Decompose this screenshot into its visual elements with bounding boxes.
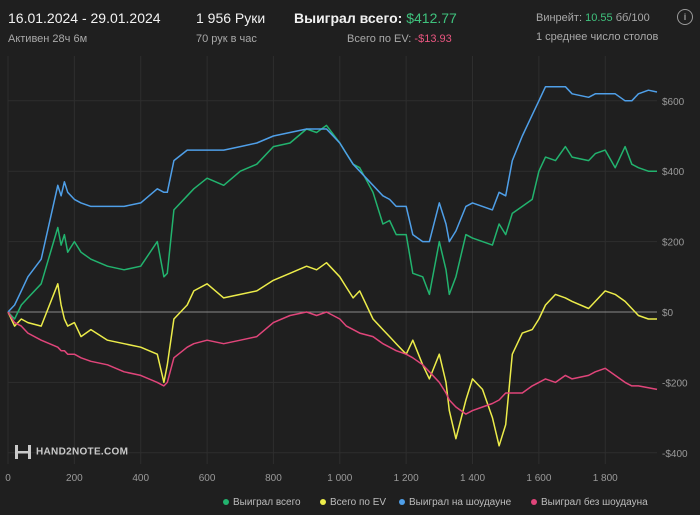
y-tick-label: $200 [662, 238, 685, 249]
hand2note-logo: HAND2NOTE.COM [14, 444, 128, 460]
x-tick-label: 1 000 [327, 473, 352, 484]
info-icon[interactable]: i [677, 9, 693, 25]
logo-text: HAND2NOTE.COM [36, 446, 129, 458]
series-line-showdown [7, 85, 658, 313]
legend-item-won-total[interactable]: Выиграл всего [223, 497, 301, 508]
y-tick-label: $600 [662, 97, 685, 108]
legend-dot [320, 499, 326, 506]
x-tick-label: 0 [5, 473, 11, 484]
winrate-label: Винрейт: [536, 12, 583, 24]
x-tick-label: 400 [132, 473, 149, 484]
x-tick-label: 1 400 [460, 473, 485, 484]
won-total-value: $412.77 [406, 10, 457, 26]
winrate-unit: бб/100 [615, 12, 650, 24]
ev-value: -$13.93 [414, 33, 452, 45]
summary-header: 16.01.2024 - 29.01.2024 Активен 28ч 6м 1… [0, 0, 700, 56]
won-total-label: Выиграл всего: [294, 10, 403, 26]
won-total: Выиграл всего: $412.77 [294, 10, 457, 26]
hand2note-logo-icon [15, 445, 31, 459]
x-tick-label: 1 600 [526, 473, 551, 484]
legend-item-showdown[interactable]: Выиграл на шоудауне [399, 497, 511, 508]
winnings-chart: 0 200 400 600 800 1 000 1 200 1 400 1 600 1 800 $6… [5, 56, 688, 484]
date-range[interactable]: 16.01.2024 - 29.01.2024 [8, 10, 161, 26]
series-line-won-total [7, 124, 657, 320]
x-tick-label: 600 [199, 473, 216, 484]
y-tick-label: -$400 [662, 449, 688, 460]
hands-per-hour: 70 рук в час [196, 33, 257, 45]
y-tick-label: $400 [662, 167, 685, 178]
ev-label: Всего по EV: [347, 33, 412, 45]
legend-dot [531, 499, 537, 506]
x-tick-label: 1 800 [593, 473, 618, 484]
legend-label: Всего по EV [330, 497, 387, 508]
legend-item-non-showdown[interactable]: Выиграл без шоудауна [531, 497, 648, 508]
avg-tables: 1 среднее число столов [536, 31, 659, 43]
hands-count: 1 956 Руки [196, 10, 266, 26]
x-tick-label: 200 [66, 473, 83, 484]
winrate-value: 10.55 [585, 12, 613, 24]
active-time: Активен 28ч 6м [8, 33, 88, 45]
series-line-ev [7, 261, 657, 447]
legend-label: Выиграл всего [233, 497, 301, 508]
x-tick-label: 800 [265, 473, 282, 484]
y-tick-label: -$200 [662, 378, 688, 389]
legend-label: Выиграл на шоудауне [409, 497, 512, 508]
legend-dot [399, 499, 405, 506]
legend-item-ev[interactable]: Всего по EV [320, 497, 386, 508]
legend-label: Выиграл без шоудауна [541, 497, 648, 508]
y-tick-label: $0 [662, 308, 674, 319]
winrate: Винрейт: 10.55 бб/100 [536, 12, 650, 24]
legend-dot [223, 499, 229, 506]
x-tick-label: 1 200 [394, 473, 419, 484]
ev-total: Всего по EV: -$13.93 [347, 33, 452, 45]
series-line-non-showdown [7, 311, 658, 415]
